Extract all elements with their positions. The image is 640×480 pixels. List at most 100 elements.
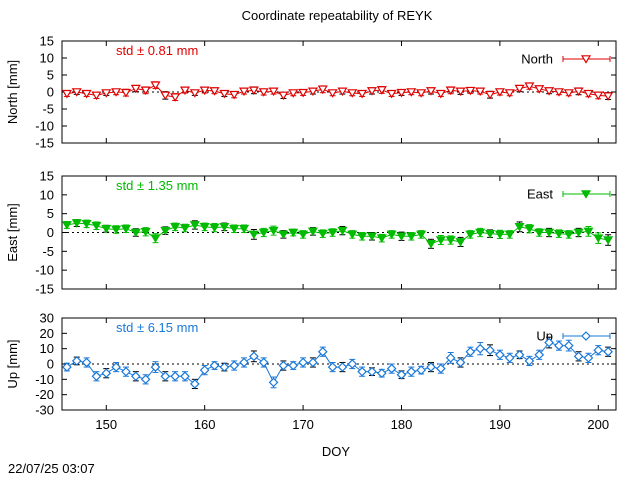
data-point bbox=[91, 221, 102, 231]
data-point bbox=[307, 87, 318, 97]
data-point bbox=[583, 353, 594, 363]
data-point bbox=[357, 89, 368, 99]
data-point bbox=[563, 89, 574, 98]
data-point bbox=[288, 360, 299, 371]
data-point bbox=[524, 82, 535, 92]
y-tick-label: 5 bbox=[47, 68, 54, 83]
data-point bbox=[425, 240, 437, 249]
data-point bbox=[62, 89, 72, 99]
data-point bbox=[593, 234, 604, 243]
y-tick-label: -20 bbox=[35, 387, 54, 402]
data-point bbox=[258, 88, 269, 97]
y-tick-label: 5 bbox=[47, 206, 54, 221]
data-point bbox=[308, 357, 318, 368]
data-point bbox=[504, 230, 515, 240]
data-point bbox=[179, 224, 191, 233]
data-point bbox=[425, 87, 437, 96]
data-point bbox=[209, 87, 220, 96]
data-point bbox=[435, 89, 446, 99]
data-point bbox=[603, 236, 614, 245]
data-point bbox=[563, 340, 574, 351]
data-point bbox=[150, 362, 161, 372]
data-point bbox=[504, 89, 515, 98]
data-point bbox=[376, 234, 387, 243]
data-point bbox=[475, 228, 486, 238]
data-point bbox=[514, 223, 525, 232]
data-point bbox=[268, 377, 279, 388]
data-point bbox=[376, 368, 387, 379]
data-point bbox=[298, 357, 308, 368]
data-point bbox=[130, 84, 141, 94]
data-point bbox=[317, 229, 328, 239]
data-point bbox=[455, 238, 466, 247]
data-point bbox=[288, 228, 299, 238]
data-point bbox=[81, 220, 92, 229]
data-point bbox=[563, 230, 574, 240]
data-point bbox=[111, 88, 122, 97]
data-point bbox=[416, 89, 427, 98]
figure-title: Coordinate repeatability of REYK bbox=[242, 8, 433, 23]
data-point bbox=[553, 88, 564, 97]
data-point bbox=[248, 86, 259, 96]
data-point bbox=[534, 85, 545, 94]
data-point bbox=[111, 225, 122, 235]
data-point bbox=[465, 230, 476, 240]
data-point bbox=[396, 369, 407, 380]
y-tick-label: -10 bbox=[35, 263, 54, 278]
data-point bbox=[81, 357, 92, 368]
data-point bbox=[209, 360, 220, 371]
data-point bbox=[298, 230, 309, 240]
panel-east: -15 -10 -5 0 5 10 15 East [mm] std ± 1.35 mm East bbox=[5, 169, 617, 297]
data-point bbox=[465, 86, 476, 96]
y-tick-label: -30 bbox=[35, 403, 54, 418]
data-point bbox=[337, 87, 348, 97]
data-point bbox=[140, 227, 151, 237]
y-tick-label: 30 bbox=[40, 311, 54, 326]
y-tick-label: 0 bbox=[47, 357, 54, 372]
data-point bbox=[160, 226, 171, 236]
timestamp: 22/07/25 03:07 bbox=[8, 461, 95, 476]
data-point bbox=[327, 362, 338, 372]
data-point bbox=[514, 84, 525, 94]
data-point bbox=[426, 362, 436, 372]
y-tick-label: 10 bbox=[40, 51, 54, 66]
x-tick-label: 160 bbox=[194, 417, 216, 432]
data-point bbox=[347, 89, 358, 98]
data-point bbox=[189, 379, 200, 389]
data-point bbox=[593, 91, 604, 101]
data-point bbox=[544, 228, 555, 238]
data-point bbox=[180, 371, 190, 382]
data-point bbox=[475, 87, 486, 97]
legend-marker bbox=[580, 190, 592, 199]
data-point bbox=[494, 230, 505, 240]
data-point bbox=[249, 351, 259, 362]
x-tick-label: 190 bbox=[489, 417, 511, 432]
data-point bbox=[445, 86, 456, 96]
data-point bbox=[553, 229, 564, 239]
data-point bbox=[140, 86, 151, 96]
data-point bbox=[357, 366, 367, 377]
data-point bbox=[288, 89, 299, 98]
data-point bbox=[386, 89, 397, 99]
data-point bbox=[475, 343, 486, 354]
data-point bbox=[416, 365, 427, 375]
data-point bbox=[366, 87, 378, 96]
data-point bbox=[199, 365, 210, 375]
y-tick-label: -10 bbox=[35, 119, 54, 134]
data-point bbox=[238, 224, 250, 234]
data-point bbox=[367, 366, 377, 377]
data-point bbox=[534, 228, 545, 238]
data-point bbox=[514, 349, 525, 360]
data-point bbox=[386, 230, 397, 240]
data-point bbox=[160, 91, 171, 101]
data-point bbox=[219, 223, 230, 232]
data-point bbox=[111, 362, 121, 372]
data-point bbox=[91, 371, 102, 382]
data-point bbox=[465, 346, 476, 357]
data-point bbox=[445, 236, 456, 245]
legend-label: East bbox=[527, 187, 553, 202]
data-point bbox=[258, 357, 269, 368]
data-point bbox=[603, 346, 613, 357]
data-point bbox=[347, 230, 358, 240]
